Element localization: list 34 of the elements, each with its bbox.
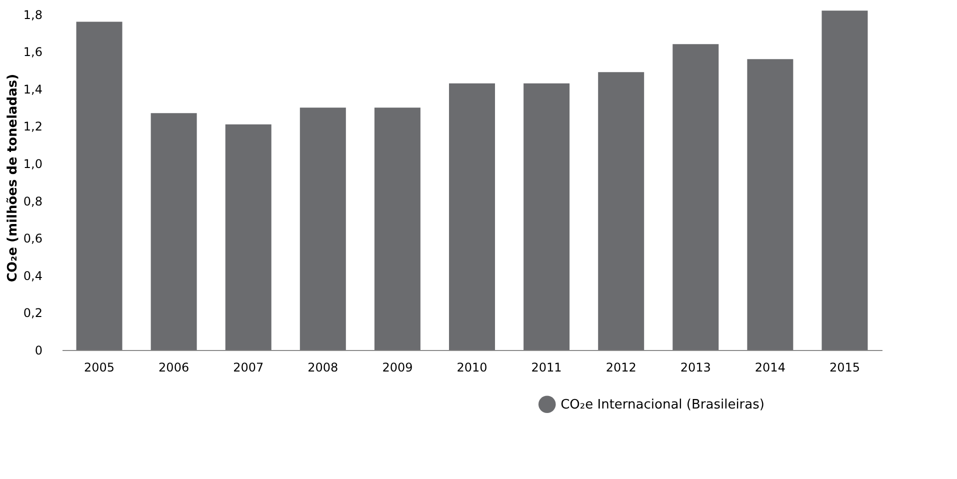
x-tick-label: 2006 <box>158 360 190 374</box>
bar <box>374 108 420 350</box>
y-axis-title: CO₂e (milhões de toneladas) <box>5 74 20 282</box>
x-tick-label: 2012 <box>606 360 636 374</box>
bar <box>300 108 346 350</box>
y-tick-label: 0 <box>34 344 42 358</box>
x-tick-label: 2008 <box>308 360 338 374</box>
bar <box>598 72 644 350</box>
bar <box>747 59 794 350</box>
x-tick-label: 2009 <box>382 360 413 374</box>
y-tick-label: 1,6 <box>23 45 42 60</box>
bar <box>822 10 868 350</box>
bar <box>225 124 272 350</box>
bar <box>672 44 719 350</box>
x-tick-label: 2011 <box>531 360 562 374</box>
x-tick-label: 2007 <box>233 360 264 374</box>
bar <box>524 83 570 350</box>
x-tick-label: 2014 <box>754 360 786 374</box>
bar <box>449 83 495 350</box>
y-tick-label: 0,8 <box>23 194 42 208</box>
x-tick-label: 2010 <box>456 360 488 374</box>
x-tick-label: 2005 <box>84 360 115 374</box>
y-tick-label: 0,6 <box>23 232 42 246</box>
bar <box>150 113 197 350</box>
y-tick-label: 1,0 <box>23 157 42 172</box>
x-tick-label: 2013 <box>680 360 711 374</box>
bar <box>76 22 122 350</box>
y-tick-label: 1,2 <box>23 120 42 134</box>
y-tick-label: 0,2 <box>23 306 42 320</box>
x-tick-label: 2015 <box>829 360 860 374</box>
y-tick-label: 0,4 <box>23 268 42 283</box>
y-tick-label: 1,4 <box>23 82 42 96</box>
y-tick-label: 1,8 <box>23 8 42 22</box>
legend-label: CO₂e Internacional (Brasileiras) <box>560 397 764 412</box>
